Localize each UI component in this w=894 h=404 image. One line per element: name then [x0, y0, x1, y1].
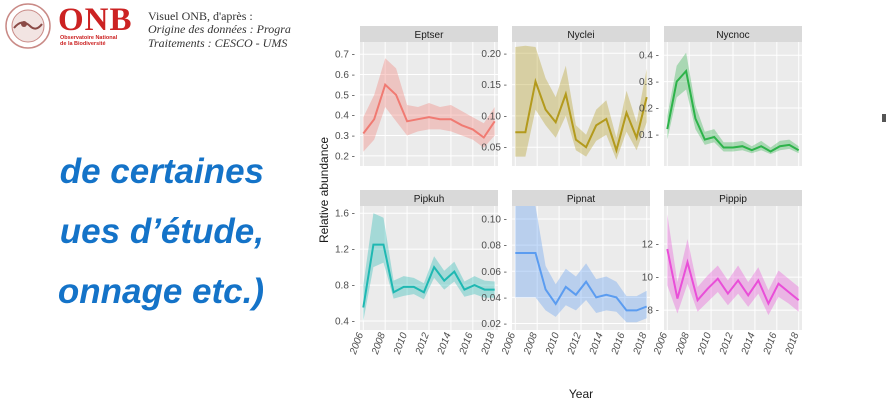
logo-credit-visual: Visuel ONB, d'après : [148, 9, 253, 23]
x-tick-label: 2012 [718, 331, 736, 357]
facet-title: Nyclei [567, 30, 594, 41]
x-tick-label: 2018 [479, 331, 497, 357]
y-tick-label: 0.02 - [481, 319, 507, 330]
x-tick-label: 2010 [392, 331, 410, 357]
y-tick-label: 1.2 - [335, 245, 355, 256]
x-tick-label: 2010 [696, 331, 714, 357]
y-tick-label: 0.7 - [335, 50, 355, 61]
y-tick-label: 12 - [642, 240, 659, 251]
x-tick-label: 2008 [522, 331, 540, 357]
series-line [515, 252, 648, 312]
confidence-ribbon [363, 58, 495, 152]
x-tick-label: 2010 [544, 331, 562, 357]
x-tick-label: 2012 [566, 331, 584, 357]
confidence-ribbon [667, 214, 799, 316]
y-tick-label: 1.6 - [335, 209, 355, 220]
facet-strip [664, 190, 802, 206]
onb-logo: ONB Observatoire National de la Biodiver… [0, 0, 330, 60]
y-tick-label: 0.1 - [639, 130, 659, 141]
x-tick-label: 2016 [457, 331, 475, 357]
facet-panel: Nycnoc 0.1 - 0.2 - 0.3 - 0.4 - [639, 26, 802, 166]
facet-panel: Nyclei 0.05 - 0.10 - 0.15 - 0.20 - [481, 26, 650, 166]
y-tick-label: 0.6 - [335, 70, 355, 81]
y-tick-label: 0.05 - [481, 143, 507, 154]
y-tick-label: 0.4 - [335, 317, 355, 328]
x-tick-label: 2018 [783, 331, 801, 357]
x-tick-label: 2014 [587, 331, 605, 357]
y-tick-label: 0.06 - [481, 267, 507, 278]
x-tick-label: 2012 [414, 331, 432, 357]
x-tick-label: 2014 [739, 331, 757, 357]
y-axis-title: Relative abundance [317, 137, 331, 243]
onb-seal-icon [5, 3, 51, 49]
facet-title: Pipkuh [414, 194, 445, 205]
abundance-facet-chart: Eptser 0.2 - 0.3 - 0.4 - 0.5 - 0.6 - 0.7 - Nycl… [317, 26, 802, 401]
facet-panel: Pipnat 0.02 - 0.04 - 0.06 - 0.08 - 0.10 - 2006… [481, 190, 650, 357]
series-line [666, 68, 800, 153]
slide-text-line-2: ues d’étude, [59, 212, 264, 251]
x-tick-label: 2008 [370, 331, 388, 357]
facet-title: Pippip [719, 194, 747, 205]
x-tick-label: 2006 [348, 331, 366, 357]
series-line [515, 77, 648, 154]
slide-text-line-3: onnage etc.) [57, 272, 264, 311]
y-tick-label: 0.8 - [335, 281, 355, 292]
facet-strip [360, 190, 498, 206]
facet-title: Eptser [415, 30, 445, 41]
y-tick-label: 0.10 - [481, 111, 507, 122]
x-tick-label: 2008 [674, 331, 692, 357]
facet-strip [512, 190, 650, 206]
facet-title: Pipnat [567, 194, 596, 205]
x-tick-label: 2018 [631, 331, 649, 357]
y-tick-label: 0.20 - [481, 49, 507, 60]
y-tick-label: 0.5 - [335, 90, 355, 101]
y-tick-label: 0.4 - [639, 51, 659, 62]
x-tick-label: 2014 [435, 331, 453, 357]
logo-subtitle-2: de la Biodiversité [60, 41, 106, 47]
logo-brand: ONB [58, 2, 133, 38]
x-tick-label: 2006 [652, 331, 670, 357]
y-tick-label: 8 - [647, 306, 659, 317]
x-axis-title: Year [569, 387, 593, 401]
slide-text-line-1: de certaines [59, 152, 264, 191]
facet-title: Nycnoc [716, 30, 749, 41]
y-tick-label: 0.4 - [335, 111, 355, 122]
facet-strip [664, 26, 802, 42]
series-line [362, 243, 495, 308]
facet-panel: Eptser 0.2 - 0.3 - 0.4 - 0.5 - 0.6 - 0.7 - [335, 26, 498, 166]
facet-strip [360, 26, 498, 42]
y-tick-label: 0.15 - [481, 80, 507, 91]
series-line [362, 82, 496, 139]
y-tick-label: 0.2 - [335, 151, 355, 162]
x-tick-label: 2016 [761, 331, 779, 357]
edge-tick [882, 114, 886, 122]
y-tick-label: 0.08 - [481, 241, 507, 252]
logo-subtitle-1: Observatoire National [60, 35, 118, 41]
confidence-ribbon [363, 213, 495, 321]
right-edge-fragment [862, 100, 894, 360]
y-tick-label: 0.3 - [639, 77, 659, 88]
x-tick-label: 2006 [500, 331, 518, 357]
series-line [666, 248, 800, 306]
logo-credit-processing: Traitements : CESCO - UMS [148, 36, 288, 50]
confidence-ribbon [515, 45, 647, 160]
x-tick-label: 2016 [609, 331, 627, 357]
logo-credit-origin: Origine des données : Progra [148, 22, 291, 36]
facet-strip [512, 26, 650, 42]
y-tick-label: 0.3 - [335, 131, 355, 142]
y-tick-label: 0.10 - [481, 215, 507, 226]
y-tick-label: 0.2 - [639, 103, 659, 114]
y-tick-label: 10 - [642, 273, 659, 284]
y-tick-label: 0.04 - [481, 293, 507, 304]
